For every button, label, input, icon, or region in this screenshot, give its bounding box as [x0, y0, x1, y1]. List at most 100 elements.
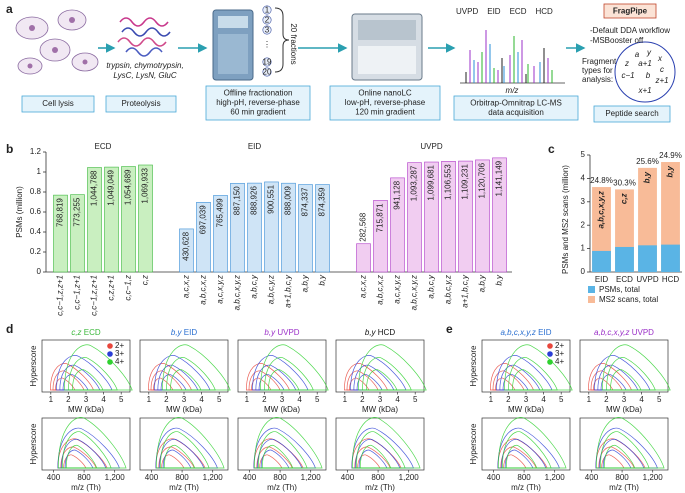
x-tick-label: 4 [101, 395, 106, 404]
plot-title-ions: b,y [264, 328, 276, 337]
contour-line [72, 369, 104, 391]
contour-line [61, 438, 107, 469]
contour-line [602, 344, 671, 391]
fragment-type: c−1 [621, 71, 634, 80]
plot-title-ions: a,b,c,x,y,z [594, 328, 629, 337]
fraction-number: 3 [265, 26, 270, 35]
value-label: 282,568 [359, 212, 368, 241]
ion-label: c,z [620, 193, 629, 204]
contour-line [346, 370, 379, 391]
x-axis-label: MW (kDa) [508, 405, 544, 414]
contour-line [162, 344, 231, 391]
fraction-marker [262, 67, 272, 77]
contour-line [65, 444, 98, 469]
contour-line [362, 357, 412, 391]
fragment-type: x [657, 54, 663, 63]
value-label: 1,044,788 [90, 170, 99, 206]
legend-label: 3+ [115, 349, 124, 358]
contour-line [504, 344, 573, 391]
contour-line [163, 444, 196, 469]
contour-line [501, 438, 547, 469]
panel-label: c [548, 142, 555, 156]
x-tick-label: c,c−1,z [124, 275, 133, 301]
bar [104, 166, 119, 273]
y-axis-label: Hyperscore [29, 423, 38, 464]
x-tick-label: 400 [145, 473, 159, 482]
contour-line [246, 363, 290, 391]
legend-swatch [588, 296, 595, 303]
bar [458, 160, 473, 273]
x-tick-label: 800 [371, 473, 385, 482]
workflow-icons [15, 3, 676, 103]
contour-line [64, 449, 94, 469]
plot-title-method: ECD [84, 328, 101, 337]
fractions-label: 20 fractions [289, 23, 298, 64]
contour-line [64, 344, 133, 391]
contour-line [496, 355, 553, 391]
fragment-caption: Fragment [582, 57, 617, 66]
legend-label: PSMs, total [599, 285, 640, 294]
x-tick-label: 1 [343, 395, 348, 404]
legend-label: 2+ [115, 341, 124, 350]
x-tick-label: 4 [199, 395, 204, 404]
contour-line [603, 444, 636, 469]
contour-line [594, 355, 651, 391]
bar [70, 194, 85, 273]
x-tick-label: 1 [245, 395, 250, 404]
bar [475, 159, 490, 273]
contour-line [159, 438, 205, 469]
x-tick-label: c,c−1,z+1 [73, 275, 82, 310]
contour-line [56, 355, 113, 391]
plot-title-method: UVPD [277, 328, 299, 337]
contour-line [257, 431, 308, 469]
x-tick-label: a+1,b,c,y [461, 274, 470, 308]
value-label: 941,128 [393, 180, 402, 209]
enzymes: LysC, LysN, GluC [113, 71, 177, 80]
x-tick-label: 4 [297, 395, 302, 404]
y-axis-label: PSMs (million) [15, 186, 24, 238]
group-label: ECD [95, 142, 112, 151]
contour-line [590, 370, 623, 391]
x-tick-label: a,c,x,z [359, 275, 368, 298]
plot-frame [139, 339, 229, 393]
contour-line [59, 364, 101, 391]
bar [661, 162, 680, 272]
x-tick-label: UVPD [636, 275, 658, 284]
contour-line [366, 369, 398, 391]
bar [298, 184, 313, 273]
bar [592, 250, 611, 272]
fraction-marker [262, 15, 272, 25]
x-tick-label: 3 [524, 395, 529, 404]
x-tick-label: c,c−1,z,z+1 [56, 275, 65, 316]
x-tick-label: 5 [315, 395, 320, 404]
contour-line [504, 449, 534, 469]
ion-label: b,y [643, 171, 652, 183]
bar [407, 162, 422, 273]
contour-line [68, 357, 118, 391]
contour-line [497, 427, 560, 469]
y-axis-label: Hyperscore [469, 423, 478, 464]
fraction-marker [262, 25, 272, 35]
spectrum-label: UVPD [456, 7, 478, 16]
ion-label: a,b,c,x,y,z [597, 191, 606, 229]
plot-title-ions: c,z [71, 328, 81, 337]
x-tick-label: 800 [77, 473, 91, 482]
contour-line [358, 449, 388, 469]
plot-frame [579, 417, 669, 471]
legend-marker [107, 359, 113, 365]
x-tick-label: a,b,c,x,y,z [410, 275, 419, 310]
plot-frame [579, 339, 669, 393]
contour-line [358, 344, 427, 391]
contour-line [355, 438, 401, 469]
step-label: 120 min gradient [355, 108, 415, 117]
y-tick-label: 0.2 [30, 247, 42, 256]
y-tick-label: 5 [581, 150, 586, 159]
x-axis-label: MW (kDa) [606, 405, 642, 414]
x-tick-label: a,b,c,y,z [267, 275, 276, 304]
value-label: 1,109,231 [461, 164, 470, 200]
x-tick-label: 4 [639, 395, 644, 404]
contour-line [351, 417, 421, 469]
contour-line [499, 364, 541, 391]
panel-label: b [6, 142, 13, 156]
x-tick-label: 3 [378, 395, 383, 404]
